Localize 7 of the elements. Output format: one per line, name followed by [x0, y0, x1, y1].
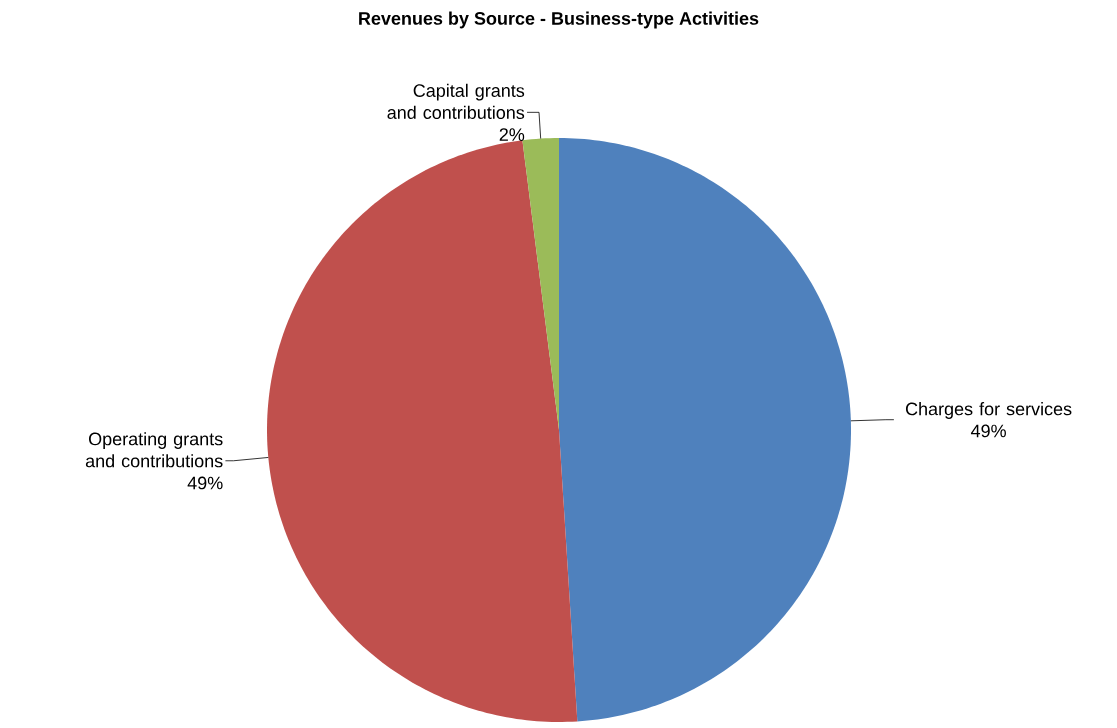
- slice-label: Operating grants and contributions: [85, 432, 223, 468]
- data-label: 2%: [499, 128, 525, 141]
- chart-title: Revenues by Source - Business-type Activities: [359, 11, 759, 29]
- data-label: 49%: [187, 476, 223, 490]
- slice-label: Charges for services: [905, 402, 1072, 419]
- data-label: 49%: [970, 424, 1006, 438]
- slice-label: Capital grants and contributions: [387, 83, 525, 119]
